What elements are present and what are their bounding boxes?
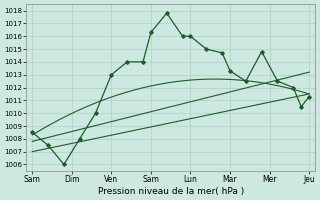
X-axis label: Pression niveau de la mer( hPa ): Pression niveau de la mer( hPa ) — [98, 187, 244, 196]
